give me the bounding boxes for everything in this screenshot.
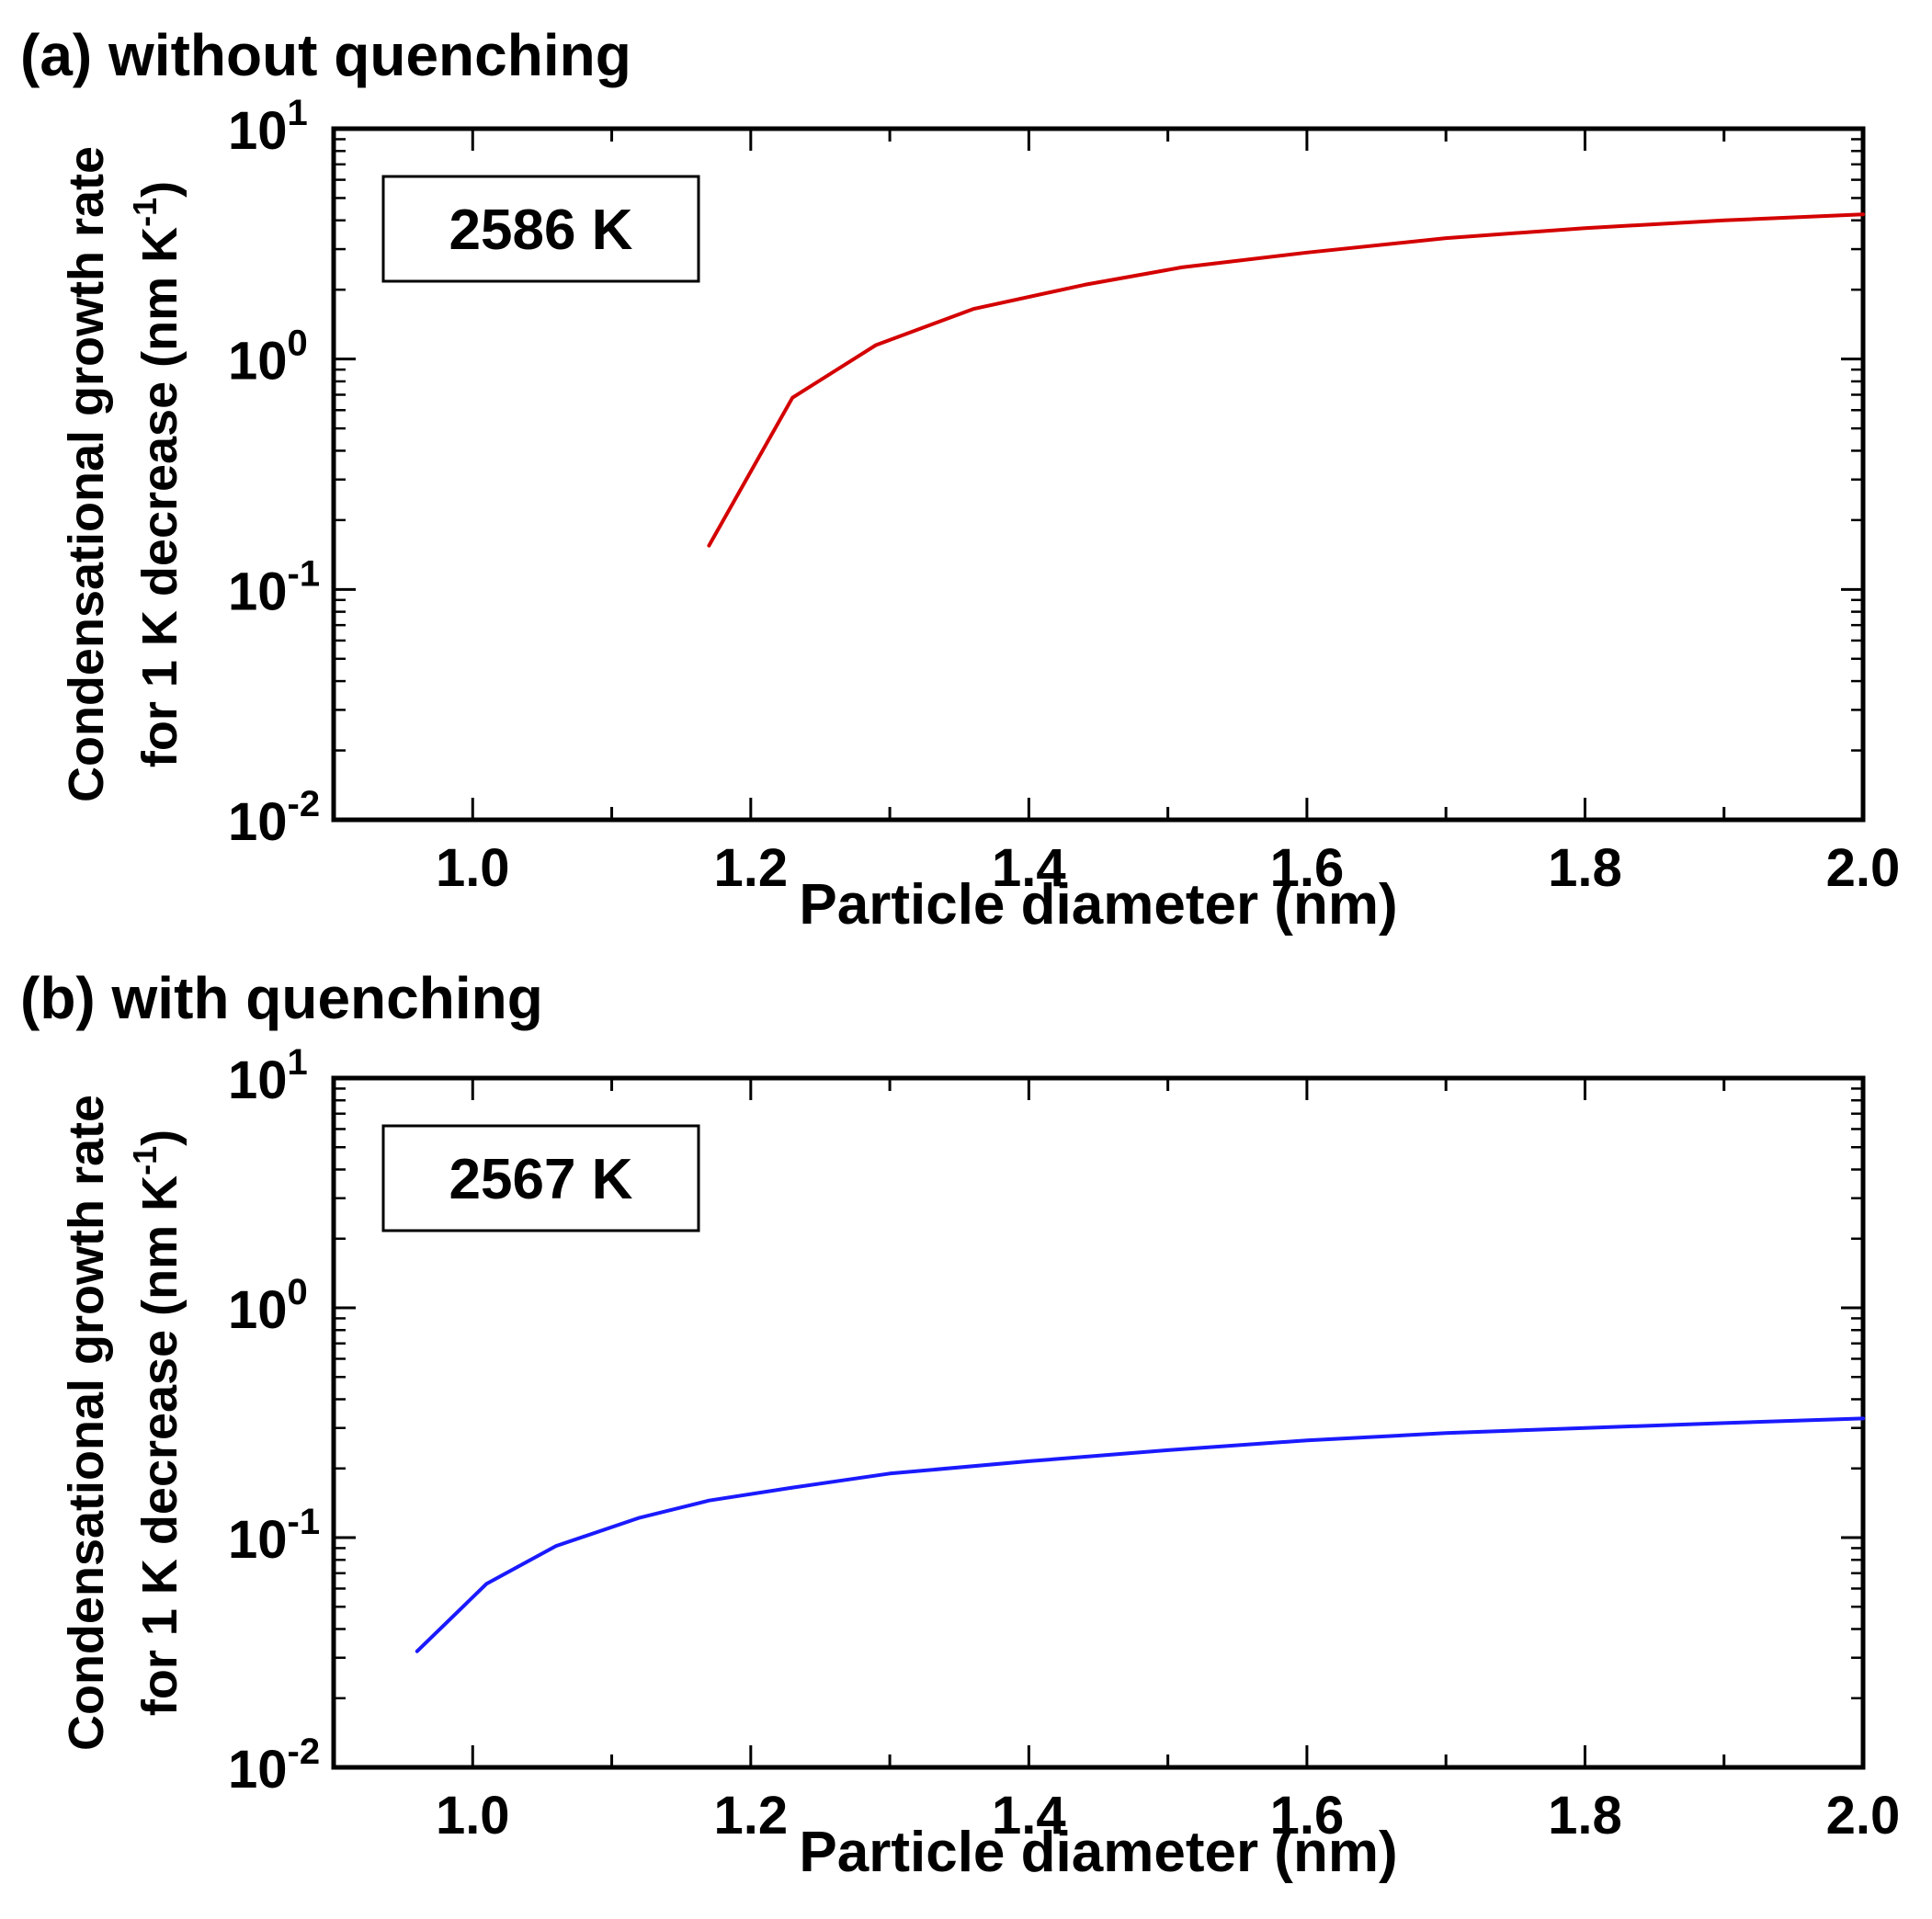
x-tick-label: 1.6 [1270,1786,1345,1845]
y-tick-label: 100 [228,1272,308,1340]
y-tick-label: 10-2 [228,1732,320,1800]
x-tick-label: 1.4 [992,838,1066,898]
y-tick-label: 101 [228,1042,308,1110]
x-tick-label: 1.0 [436,838,510,898]
y-axis-title-line2: for 1 K decrease (nm K-1) [126,181,188,767]
x-tick-label: 1.6 [1270,838,1345,898]
annotation-box [381,1124,700,1232]
x-axis-title: Particle diameter (nm) [799,1821,1397,1884]
chart-panel: (a) without quenching 1.0 1.2 1.4 1.6 1.8 2.0 1… [20,22,1900,937]
panel-label: (a) without quenching [20,22,631,88]
x-tick-label: 1.2 [713,1786,788,1845]
x-axis-title: Particle diameter (nm) [799,873,1397,937]
annotation-box [381,175,700,283]
series-line [707,212,1865,548]
x-tick-label: 1.4 [992,1786,1066,1845]
panel-label: (b) with quenching [20,965,543,1031]
y-axis-title-line1: Condensational growth rate [59,146,114,802]
x-tick-label: 1.0 [436,1786,510,1845]
x-tick-label: 2.0 [1826,1786,1901,1845]
y-tick-label: 10-1 [228,553,320,621]
chart-panel: (b) with quenching 1.0 1.2 1.4 1.6 1.8 2.0 10-2… [20,965,1900,1884]
y-tick-label: 100 [228,324,308,392]
series-line [415,1416,1865,1653]
x-tick-label: 1.8 [1548,838,1622,898]
x-tick-label: 2.0 [1826,838,1901,898]
annotation-label: 2586 K [449,199,633,262]
y-tick-label: 10-2 [228,784,320,852]
y-axis-title-line2: for 1 K decrease (nm K-1) [126,1130,188,1716]
plot-frame [331,126,1866,823]
y-tick-label: 101 [228,93,308,161]
annotation-label: 2567 K [449,1148,633,1211]
y-tick-label: 10-1 [228,1502,320,1570]
x-tick-label: 1.8 [1548,1786,1622,1845]
y-axis-title-line1: Condensational growth rate [59,1095,114,1751]
plot-frame [331,1075,1866,1770]
x-tick-label: 1.2 [713,838,788,898]
